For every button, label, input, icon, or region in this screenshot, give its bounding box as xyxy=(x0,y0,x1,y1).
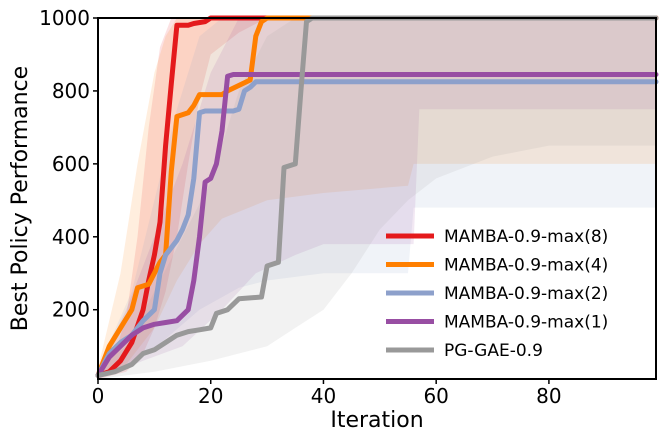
y-axis-ticks: 200 400 600 800 1000 xyxy=(39,6,98,322)
line-pg-gae-0-9 xyxy=(95,15,659,378)
x-tick-label: 60 xyxy=(423,384,448,408)
legend-label-mamba-0-9-max-1: MAMBA-0.9-max(1) xyxy=(444,313,608,333)
legend-label-mamba-0-9-max-8: MAMBA-0.9-max(8) xyxy=(444,227,608,247)
plot-frame xyxy=(97,17,657,380)
x-tick-label: 80 xyxy=(536,384,561,408)
x-axis-label: Iteration xyxy=(330,408,423,433)
legend-label-mamba-0-9-max-2: MAMBA-0.9-max(2) xyxy=(444,284,608,304)
y-tick-label: 600 xyxy=(52,152,90,176)
x-tick-label: 40 xyxy=(311,384,336,408)
line-mamba-0-9-max-1 xyxy=(95,72,659,378)
series-lines xyxy=(95,15,659,378)
y-tick-label: 400 xyxy=(52,225,90,249)
line-mamba-0-9-max-4 xyxy=(95,15,659,378)
x-tick-label: 20 xyxy=(198,384,223,408)
legend: MAMBA-0.9-max(8) MAMBA-0.9-max(4) MAMBA-0.… xyxy=(386,227,608,361)
x-tick-label: 0 xyxy=(92,384,105,408)
line-mamba-0-9-max-8 xyxy=(95,15,659,378)
x-axis-ticks: 0 20 40 60 80 xyxy=(92,379,562,408)
y-axis-label: Best Policy Performance xyxy=(8,66,33,331)
y-tick-label: 200 xyxy=(52,298,90,322)
y-tick-label: 800 xyxy=(52,79,90,103)
legend-label-pg-gae-0-9: PG-GAE-0.9 xyxy=(444,341,543,361)
y-tick-label: 1000 xyxy=(39,6,90,30)
legend-label-mamba-0-9-max-4: MAMBA-0.9-max(4) xyxy=(444,256,608,276)
